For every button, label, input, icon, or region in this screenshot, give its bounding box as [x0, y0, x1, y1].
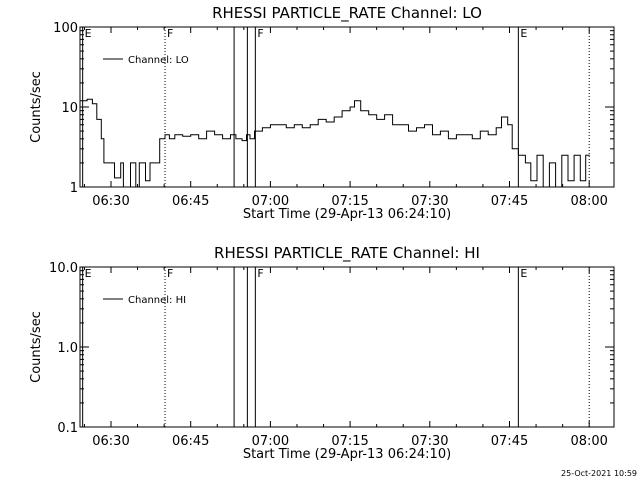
x-axis-label: Start Time (29-Apr-13 06:24:10): [243, 207, 451, 222]
panel-lo: RHESSI PARTICLE_RATE Channel: LO 06:30 06:…: [29, 4, 615, 222]
legend-label: Channel: HI: [128, 295, 186, 306]
y-tick-label: 10: [61, 101, 78, 116]
flag-label: E: [85, 267, 92, 280]
flag-label: F: [257, 267, 263, 280]
x-tick-label: 07:00: [252, 434, 289, 449]
x-tick-label: 07:15: [331, 194, 368, 209]
flag-label: F: [167, 27, 173, 40]
x-tick-label: 06:30: [92, 194, 129, 209]
x-tick-label: 07:30: [411, 194, 448, 209]
flag-label: E: [85, 27, 92, 40]
flag-label: E: [520, 27, 527, 40]
y-tick-label: 10.0: [49, 261, 78, 276]
y-tick-label: 1.0: [57, 341, 78, 356]
x-tick-label: 08:00: [570, 434, 607, 449]
y-tick-label: 1: [70, 181, 78, 196]
flag-label: F: [167, 267, 173, 280]
chart-title: RHESSI PARTICLE_RATE Channel: LO: [212, 4, 482, 23]
x-tick-label: 07:45: [491, 434, 528, 449]
flag-label: E: [520, 267, 527, 280]
panel-hi: RHESSI PARTICLE_RATE Channel: HI 06:30 06:…: [29, 244, 615, 462]
print-timestamp: 25-Oct-2021 10:59: [561, 469, 637, 478]
x-tick-label: 07:00: [252, 194, 289, 209]
x-tick-label: 06:45: [172, 194, 209, 209]
legend-label: Channel: LO: [128, 55, 189, 66]
y-tick-label: 100: [53, 21, 78, 36]
x-axis-label: Start Time (29-Apr-13 06:24:10): [243, 447, 451, 462]
flag-label: F: [257, 27, 263, 40]
x-tick-label: 06:30: [92, 434, 129, 449]
series-line: [80, 98, 590, 188]
y-tick-label: 0.1: [57, 421, 78, 436]
x-tick-label: 06:45: [172, 434, 209, 449]
x-tick-label: 07:30: [411, 434, 448, 449]
plot-frame: [79, 266, 615, 428]
x-tick-label: 07:15: [331, 434, 368, 449]
y-axis-label: Counts/sec: [29, 71, 44, 143]
x-tick-label: 07:45: [491, 194, 528, 209]
x-tick-label: 08:00: [570, 194, 607, 209]
chart-title: RHESSI PARTICLE_RATE Channel: HI: [214, 244, 480, 263]
y-axis-label: Counts/sec: [29, 311, 44, 383]
